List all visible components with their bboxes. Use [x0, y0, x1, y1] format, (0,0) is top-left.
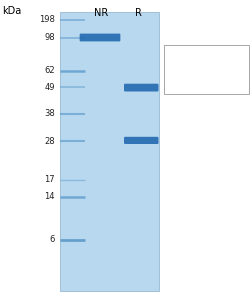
- Bar: [60, 12, 159, 291]
- Text: 98: 98: [44, 33, 55, 42]
- Text: 17: 17: [44, 176, 55, 184]
- Text: 198: 198: [39, 15, 55, 24]
- Text: 28: 28: [44, 136, 55, 146]
- Text: 62: 62: [44, 66, 55, 75]
- Text: 38: 38: [44, 110, 55, 118]
- Text: 49: 49: [44, 82, 55, 91]
- FancyBboxPatch shape: [80, 34, 120, 41]
- Text: R: R: [135, 8, 142, 17]
- Text: 6: 6: [50, 236, 55, 244]
- FancyBboxPatch shape: [124, 137, 158, 144]
- FancyBboxPatch shape: [124, 84, 158, 92]
- Text: NR: NR: [94, 8, 108, 17]
- Text: kDa: kDa: [2, 6, 22, 16]
- Text: 14: 14: [44, 192, 55, 201]
- Text: 2.5 μg loading
NR = Non-reduced
R = Reduced: 2.5 μg loading NR = Non-reduced R = Redu…: [170, 50, 245, 85]
- Bar: [164, 45, 249, 94]
